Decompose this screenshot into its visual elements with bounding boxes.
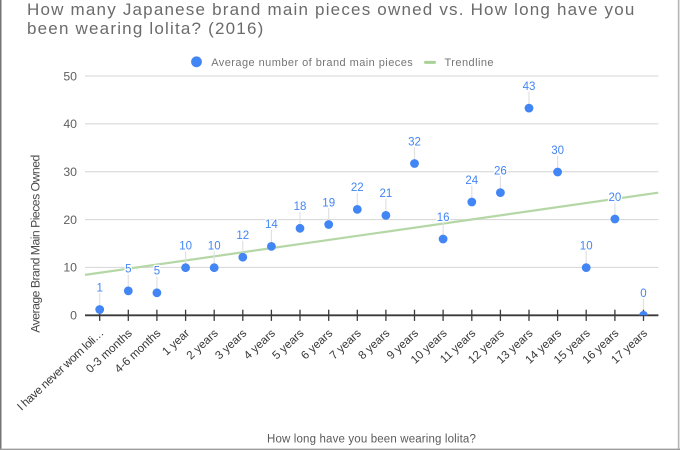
svg-text:30: 30 <box>551 145 564 157</box>
svg-text:10: 10 <box>208 241 221 253</box>
svg-text:43: 43 <box>523 81 536 93</box>
svg-text:26: 26 <box>494 165 507 177</box>
svg-text:12: 12 <box>236 230 249 242</box>
svg-text:22: 22 <box>351 182 364 194</box>
svg-text:16: 16 <box>437 212 450 224</box>
svg-text:24: 24 <box>465 175 478 187</box>
svg-text:0: 0 <box>640 288 646 300</box>
svg-text:10: 10 <box>580 240 593 252</box>
svg-text:14: 14 <box>265 219 278 231</box>
svg-text:19: 19 <box>322 197 335 209</box>
svg-text:How long have you been wearing: How long have you been wearing lolita? <box>267 433 476 445</box>
svg-text:5: 5 <box>154 266 160 278</box>
svg-text:20: 20 <box>609 192 622 204</box>
svg-text:How many Japanese brand main p: How many Japanese brand main pieces owne… <box>27 0 636 19</box>
svg-text:30: 30 <box>63 165 77 179</box>
svg-text:50: 50 <box>63 69 77 83</box>
svg-text:5: 5 <box>125 264 131 276</box>
svg-text:18: 18 <box>294 201 307 213</box>
svg-text:32: 32 <box>408 136 421 148</box>
svg-text:10: 10 <box>179 241 192 253</box>
svg-text:1: 1 <box>96 282 102 294</box>
svg-text:Average number of brand main p: Average number of brand main pieces <box>211 57 413 69</box>
svg-text:40: 40 <box>63 117 77 131</box>
svg-text:Trendline: Trendline <box>445 57 495 69</box>
svg-text:10: 10 <box>63 261 77 275</box>
svg-text:been wearing lolita? (2016): been wearing lolita? (2016) <box>27 19 264 38</box>
svg-text:Average Brand Main Pieces Owne: Average Brand Main Pieces Owned <box>29 155 43 333</box>
svg-text:21: 21 <box>380 188 393 200</box>
svg-text:0: 0 <box>70 309 77 323</box>
svg-text:20: 20 <box>63 213 77 227</box>
